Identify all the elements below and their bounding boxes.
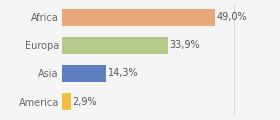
Bar xyxy=(62,37,168,54)
Bar xyxy=(62,93,71,110)
Text: 2,9%: 2,9% xyxy=(72,97,97,107)
Bar xyxy=(62,65,106,82)
Text: 49,0%: 49,0% xyxy=(216,12,247,22)
Text: 14,3%: 14,3% xyxy=(108,69,139,78)
Bar xyxy=(62,9,215,26)
Text: 33,9%: 33,9% xyxy=(169,40,200,50)
